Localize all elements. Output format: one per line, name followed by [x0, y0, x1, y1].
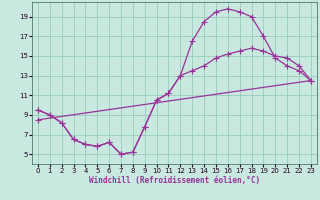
X-axis label: Windchill (Refroidissement éolien,°C): Windchill (Refroidissement éolien,°C)	[89, 176, 260, 185]
